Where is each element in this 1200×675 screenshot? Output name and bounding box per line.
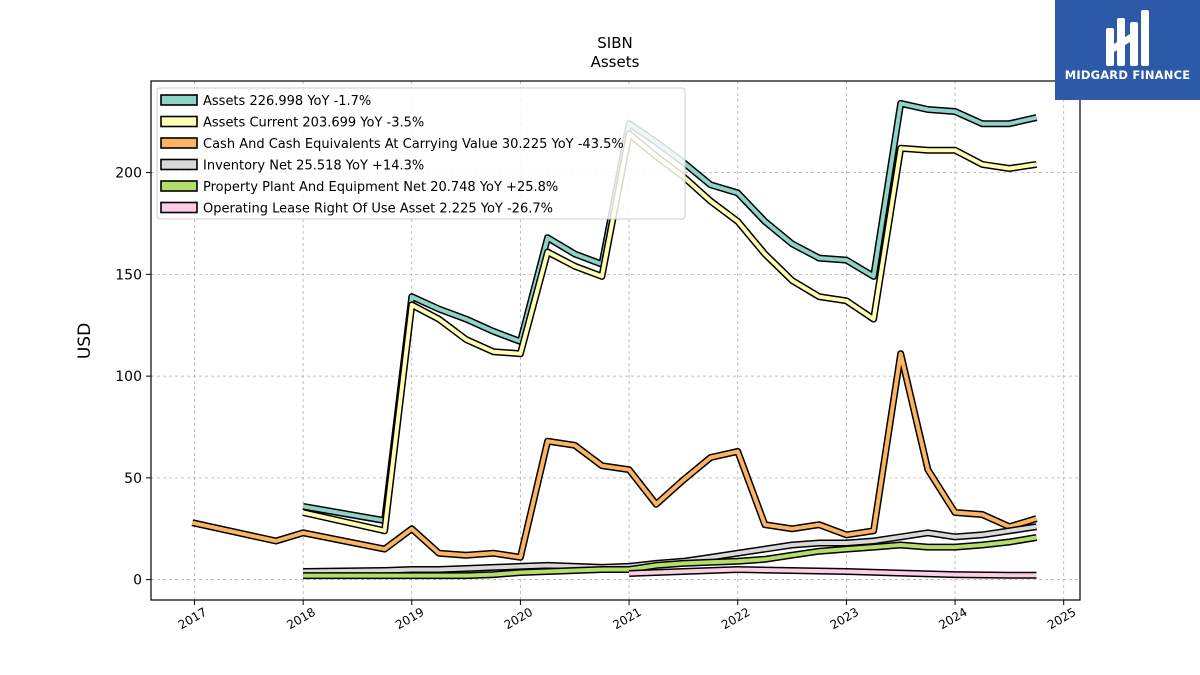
y-tick-label: 100 (115, 369, 142, 385)
legend-label: Operating Lease Right Of Use Asset 2.225… (203, 202, 553, 217)
x-tick-label: 2023 (828, 605, 861, 632)
y-tick-label: 150 (115, 267, 142, 283)
legend-swatch (160, 158, 198, 171)
legend-label: Cash And Cash Equivalents At Carrying Va… (203, 137, 624, 152)
plot-frame (150, 80, 1081, 601)
y-tick-label: 200 (115, 166, 142, 182)
series-line (302, 101, 1037, 523)
legend-label: Property Plant And Equipment Net 20.748 … (203, 180, 558, 195)
series-group (191, 99, 1038, 580)
legend-label: Inventory Net 25.518 YoY +14.3% (203, 159, 424, 174)
legend: Assets 226.998 YoY -1.7% Assets Current 2… (156, 87, 686, 220)
series-line (303, 524, 1037, 574)
legend-swatch (160, 137, 198, 149)
series-line (191, 351, 1038, 560)
x-tick-label: 2021 (610, 605, 643, 632)
logo-mark-icon (1106, 10, 1149, 66)
legend-swatch (160, 94, 198, 106)
series-line (629, 567, 1037, 578)
legend-swatch (160, 115, 198, 128)
logo-text: MIDGARD FINANCE (1064, 68, 1191, 82)
chart-subtitle: Assets (591, 53, 640, 71)
midgard-finance-logo: MIDGARD FINANCE (1055, 0, 1200, 100)
series-0 (302, 99, 1038, 525)
x-tick-label: 2024 (936, 605, 969, 632)
x-tick-label: 2020 (502, 605, 535, 632)
y-tick-label: 0 (133, 573, 142, 589)
series-line (302, 131, 1037, 533)
x-tick-label: 2025 (1045, 605, 1078, 632)
chart-title: SIBN (597, 34, 632, 52)
y-axis-label: USD (75, 323, 95, 359)
legend-label: Assets Current 203.699 YoY -3.5% (203, 116, 424, 131)
series-5 (628, 566, 1037, 579)
legend-swatch (160, 201, 198, 214)
series-1 (302, 130, 1038, 535)
legend-box (156, 87, 686, 220)
series-line (303, 535, 1037, 578)
series-4 (303, 534, 1038, 580)
series-3 (303, 523, 1038, 575)
series-2 (191, 350, 1038, 561)
y-tick-label: 50 (124, 471, 142, 487)
x-tick-label: 2022 (719, 605, 752, 632)
legend-label: Assets 226.998 YoY -1.7% (203, 94, 371, 109)
axes: 0 50 100 150 200 2017 2018 2019 2020 2021 2022 2023… (115, 166, 1078, 633)
x-tick-label: 2017 (176, 605, 209, 632)
x-tick-label: 2018 (284, 605, 317, 632)
legend-swatch (160, 180, 198, 192)
x-tick-label: 2019 (393, 605, 426, 632)
